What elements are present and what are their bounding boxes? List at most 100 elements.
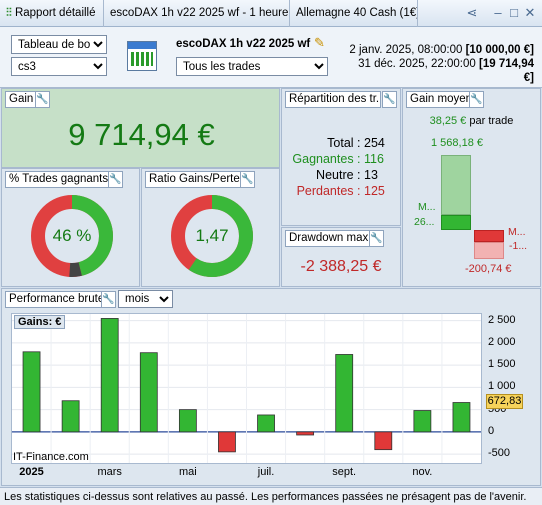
- date-range: 2 janv. 2025, 08:00:00 [10 000,00 €] 31 …: [346, 43, 534, 85]
- ratio-donut: [171, 195, 253, 277]
- chart-bar-7[interactable]: [296, 431, 315, 436]
- ratio-gain-arc: [171, 195, 253, 277]
- win-rate-donut: [31, 195, 113, 277]
- account-select[interactable]: cs3: [11, 57, 107, 76]
- gain-panel: Gain 🔧 9 714,94 €: [1, 88, 280, 168]
- neutral-label: Neutre :: [316, 168, 361, 182]
- end-date: 31 déc. 2025, 22:00:00: [358, 58, 476, 70]
- x-tick-label: juil.: [257, 466, 275, 478]
- drawdown-panel-title: Drawdown max: [285, 230, 373, 247]
- gain-settings-wrench-icon[interactable]: 🔧: [35, 91, 50, 108]
- distribution-wrench-icon[interactable]: 🔧: [382, 91, 397, 108]
- win-rate-win-arc: [31, 195, 113, 277]
- chart-bar-3[interactable]: [139, 352, 158, 433]
- average-win-bar: [441, 155, 471, 215]
- chart-title: Gains: €: [14, 315, 66, 329]
- total-label: Total :: [327, 136, 361, 150]
- per-trade-suffix: par trade: [469, 115, 514, 127]
- winning-count: 116: [364, 152, 384, 166]
- drawdown-wrench-icon[interactable]: 🔧: [369, 230, 384, 247]
- share-icon[interactable]: ⋖: [466, 5, 478, 20]
- median-loss-label: M...: [508, 226, 526, 238]
- chart-bar-8[interactable]: [335, 354, 354, 433]
- last-value-badge: 672,83: [486, 393, 523, 409]
- per-trade-line: 38,25 € par trade: [403, 115, 540, 127]
- win-rate-value: 46 %: [52, 226, 92, 245]
- y-tick-label: -500: [488, 447, 511, 460]
- median-win-label: M...: [418, 201, 436, 213]
- app-title: Rapport détaillé: [14, 7, 96, 19]
- performance-wrench-icon[interactable]: 🔧: [101, 291, 116, 308]
- average-win-value: 1 568,18 €: [431, 137, 483, 149]
- median-win-bar: [441, 215, 471, 230]
- average-loss-bar: [474, 242, 504, 259]
- start-value: [10 000,00 €]: [465, 44, 534, 56]
- chart-bar-9[interactable]: [374, 431, 393, 451]
- total-count: 254: [364, 136, 385, 150]
- losing-label: Perdantes :: [296, 184, 361, 198]
- y-tick-label: 0: [488, 424, 495, 437]
- chart-bar-6[interactable]: [257, 414, 275, 433]
- report-type-select[interactable]: Tableau de bord: [11, 35, 107, 54]
- window-titlebar: ⫶⫶ Rapport détaillé escoDAX 1h v22 2025 …: [0, 0, 542, 27]
- chart-bar-5[interactable]: [218, 431, 236, 453]
- losing-count: 125: [364, 184, 385, 198]
- x-tick-label: nov.: [412, 466, 433, 478]
- report-icon: ⫶⫶: [6, 7, 15, 19]
- ratio-panel-title: Ratio Gains/Pertes: [145, 171, 250, 188]
- chart-bar-0[interactable]: [22, 351, 41, 433]
- chart-bar-2[interactable]: [100, 318, 119, 433]
- x-tick-label: 2025: [19, 466, 44, 478]
- per-trade-value: 38,25 €: [429, 115, 467, 127]
- distribution-panel: Répartition des tr... 🔧 Total : 254 Gagn…: [281, 88, 401, 226]
- maximize-icon[interactable]: □: [510, 5, 518, 20]
- distribution-panel-title: Répartition des tr...: [285, 91, 381, 108]
- x-tick-label: mai: [179, 466, 197, 478]
- drawdown-value: -2 388,25 €: [300, 258, 382, 275]
- gain-panel-title: Gain: [5, 91, 38, 108]
- y-tick-label: 2 500: [488, 313, 516, 326]
- minimize-icon[interactable]: –: [494, 5, 502, 20]
- gain-value: 9 714,94 €: [68, 117, 215, 152]
- ratio-panel: Ratio Gains/Pertes 🔧 1,47: [141, 168, 280, 287]
- performance-bar-chart: [12, 314, 481, 463]
- report-header: Tableau de bord cs3 escoDAX 1h v22 2025 …: [0, 27, 542, 88]
- end-value: [19 714,94 €]: [479, 58, 534, 84]
- performance-panel-title: Performance brute: [5, 291, 109, 308]
- win-rate-panel-title: % Trades gagnants: [5, 171, 113, 188]
- win-rate-wrench-icon[interactable]: 🔧: [108, 171, 123, 188]
- disclaimer-footer: Les statistiques ci-dessus sont relative…: [0, 487, 542, 505]
- distribution-list: Total : 254 Gagnantes : 116 Neutre : 13 …: [286, 135, 390, 199]
- period-select[interactable]: mois: [118, 290, 173, 308]
- chart-bar-10[interactable]: [413, 410, 432, 433]
- app-title-tab: ⫶⫶ Rapport détaillé: [0, 0, 104, 27]
- chart-bar-1[interactable]: [61, 400, 80, 433]
- x-tick-label: sept.: [332, 466, 357, 478]
- average-loss-value: -200,74 €: [465, 263, 512, 275]
- chart-bar-4[interactable]: [178, 409, 197, 433]
- median-loss-value: -1...: [509, 240, 528, 252]
- chart-watermark: IT-Finance.com: [13, 451, 89, 463]
- edit-pencil-icon[interactable]: ✎: [314, 35, 325, 50]
- win-rate-neutral-arc: [31, 195, 113, 277]
- winning-label: Gagnantes :: [292, 152, 361, 166]
- close-icon[interactable]: ✕: [524, 5, 536, 20]
- x-tick-label: mars: [97, 466, 122, 478]
- y-tick-label: 2 000: [488, 335, 516, 348]
- ratio-wrench-icon[interactable]: 🔧: [240, 171, 255, 188]
- median-loss-bar: [474, 230, 504, 242]
- y-tick-label: 1 000: [488, 380, 516, 393]
- system-icon: [127, 41, 157, 71]
- average-gain-wrench-icon[interactable]: 🔧: [469, 91, 484, 108]
- median-win-value: 26...: [414, 216, 435, 228]
- neutral-count: 13: [364, 168, 378, 182]
- trade-filter-select[interactable]: Tous les trades: [176, 57, 328, 76]
- tab-instrument[interactable]: Allemagne 40 Cash (1€): [290, 0, 418, 27]
- ratio-value: 1,47: [195, 226, 229, 245]
- y-tick-label: 1 500: [488, 358, 516, 371]
- win-rate-panel: % Trades gagnants 🔧 46 %: [1, 168, 140, 287]
- drawdown-panel: Drawdown max 🔧 -2 388,25 €: [281, 227, 401, 287]
- tab-system[interactable]: escoDAX 1h v22 2025 wf - 1 heure: [104, 0, 290, 27]
- system-name: escoDAX 1h v22 2025 wf: [176, 38, 311, 50]
- chart-bar-11[interactable]: [452, 402, 471, 433]
